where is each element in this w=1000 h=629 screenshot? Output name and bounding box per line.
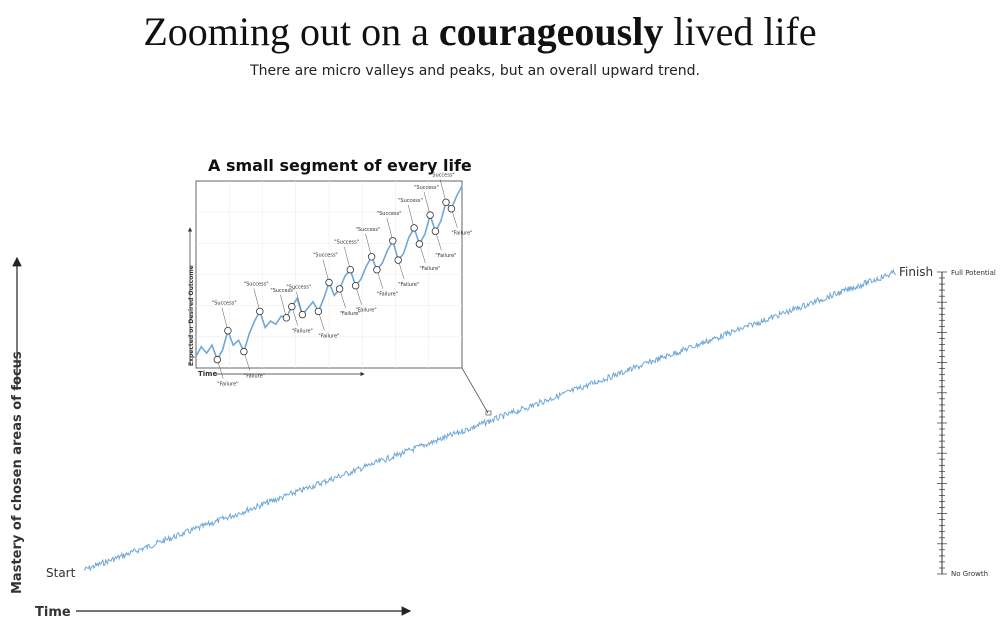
inset-marker	[389, 237, 397, 245]
inset-annotation: "Failure"	[398, 282, 419, 288]
page-title: Zooming out on a courageously lived life	[143, 9, 817, 54]
inset-marker	[256, 307, 264, 316]
inset-marker	[351, 282, 360, 290]
inset-marker	[288, 302, 296, 311]
inset-annotation: "Failure"	[419, 266, 440, 272]
scale-top-label: Full Potential	[951, 269, 996, 277]
inset-annotation: "Failure"	[377, 292, 398, 298]
inset-title: A small segment of every life	[208, 156, 472, 175]
inset-annotation: "Failure"	[340, 311, 361, 317]
inset-marker	[213, 355, 221, 364]
inset-annotation: "Success"	[212, 301, 237, 307]
inset-marker	[325, 278, 333, 287]
inset-annotation: "Failure"	[435, 253, 456, 259]
inset-annotation: "Failure"	[292, 329, 313, 335]
inset-marker	[447, 204, 456, 213]
y-axis-label: Mastery of chosen areas of focus	[10, 351, 25, 594]
inset-annotation: "Success"	[430, 172, 455, 178]
inset-marker	[240, 347, 248, 356]
inset-marker	[410, 224, 418, 232]
inset-annotation: "Failure"	[318, 333, 339, 339]
inset-marker	[282, 314, 291, 322]
x-axis-label: Time	[35, 605, 71, 620]
finish-label: Finish	[899, 265, 933, 279]
zoom-marker	[485, 410, 492, 416]
inset-annotation: "Success"	[286, 285, 311, 291]
inset-marker	[431, 227, 440, 235]
inset-marker	[426, 211, 434, 219]
inset-marker	[346, 266, 354, 274]
inset-marker	[335, 285, 344, 293]
potential-scale	[937, 271, 947, 575]
inset-annotation: "Failure"	[217, 382, 238, 388]
inset-marker	[314, 307, 323, 316]
inset-annotation: "Success"	[414, 185, 439, 191]
start-label: Start	[46, 566, 76, 580]
inset-marker	[394, 256, 402, 264]
inset-x-label: Time	[198, 370, 217, 378]
zoom-connector	[461, 367, 489, 414]
inset-chart: "Success""Failure""Failure""Success""Suc…	[195, 172, 472, 388]
inset-marker	[367, 253, 376, 261]
inset-annotation: "Failure"	[451, 231, 472, 237]
inset-annotation: "Success"	[270, 288, 295, 294]
inset-annotation: "Failure"	[244, 374, 265, 380]
main-series-line	[83, 268, 897, 572]
inset-annotation: "Success"	[377, 211, 402, 217]
inset-marker	[442, 198, 450, 206]
inset-annotation: "Success"	[313, 253, 338, 259]
inset-marker	[298, 310, 307, 319]
inset-annotation: "Failure"	[356, 308, 377, 314]
title-emphasis: courageously	[438, 9, 664, 54]
inset-marker	[415, 240, 424, 248]
inset-marker	[373, 266, 381, 274]
scale-bottom-label: No Growth	[951, 570, 988, 578]
inset-annotation: "Success"	[356, 227, 381, 233]
inset-annotation: "Success"	[244, 281, 269, 287]
inset-marker	[224, 327, 232, 335]
page-subtitle: There are micro valleys and peaks, but a…	[250, 63, 700, 79]
inset-annotation: "Success"	[398, 198, 423, 204]
inset-annotation: "Success"	[334, 240, 359, 246]
inset-y-label: Expected or Desired Outcome	[188, 265, 195, 366]
